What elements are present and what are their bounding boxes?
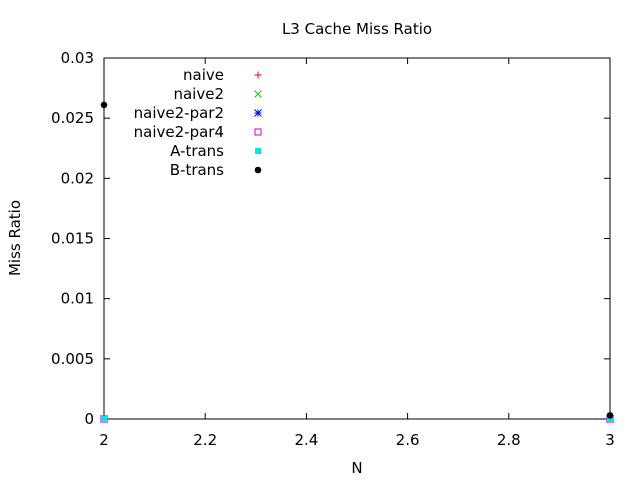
legend-label: naive2	[173, 85, 224, 103]
chart-title: L3 Cache Miss Ratio	[282, 20, 432, 38]
y-tick-label: 0	[84, 410, 94, 428]
y-tick-label: 0.02	[61, 169, 94, 187]
legend-label: naive2-par2	[134, 104, 224, 122]
data-point	[101, 416, 107, 422]
x-tick-label: 2	[99, 431, 109, 449]
legend-marker	[254, 90, 262, 98]
legend-label: B-trans	[170, 161, 224, 179]
y-tick-label: 0.025	[51, 109, 94, 127]
legend-label: naive2-par4	[134, 123, 224, 141]
y-tick-label: 0.015	[51, 230, 94, 248]
legend-marker	[254, 128, 262, 136]
x-tick-label: 2.4	[294, 431, 318, 449]
legend-marker	[254, 71, 262, 79]
data-point	[606, 412, 614, 419]
x-tick-label: 3	[605, 431, 615, 449]
x-tick-label: 2.8	[497, 431, 521, 449]
x-tick-label: 2.6	[396, 431, 420, 449]
legend-label: naive	[183, 66, 224, 84]
x-axis-label: N	[351, 459, 362, 477]
data-point	[100, 101, 108, 109]
legend: naivenaive2naive2-par2naive2-par4A-trans…	[134, 66, 262, 179]
ticks-layer: 2 2.2 2.4 2.6 2.8 3 0 0.005 0.01 0.015 0.02 0.025 0.…	[51, 49, 615, 449]
data-points	[100, 101, 614, 423]
legend-label: A-trans	[170, 142, 224, 160]
legend-marker	[254, 109, 262, 117]
y-tick-label: 0.01	[61, 290, 94, 308]
x-tick-label: 2.2	[193, 431, 217, 449]
data-point	[607, 416, 613, 422]
legend-marker	[254, 166, 262, 174]
y-axis-label: Miss Ratio	[6, 200, 24, 276]
y-tick-label: 0.005	[51, 350, 94, 368]
legend-marker	[255, 148, 261, 154]
y-tick-label: 0.03	[61, 49, 94, 67]
